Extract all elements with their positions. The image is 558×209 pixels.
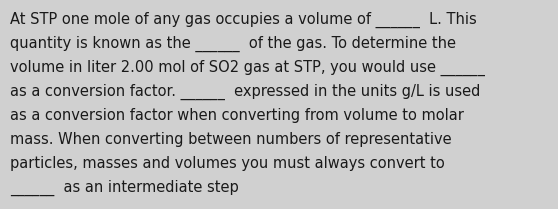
- Text: as a conversion factor when converting from volume to molar: as a conversion factor when converting f…: [10, 108, 464, 123]
- Text: volume in liter 2.00 mol of SO2 gas at STP, you would use ______: volume in liter 2.00 mol of SO2 gas at S…: [10, 60, 485, 76]
- Text: At STP one mole of any gas occupies a volume of ______  L. This: At STP one mole of any gas occupies a vo…: [10, 12, 477, 28]
- Text: quantity is known as the ______  of the gas. To determine the: quantity is known as the ______ of the g…: [10, 36, 456, 52]
- Text: ______  as an intermediate step: ______ as an intermediate step: [10, 180, 239, 196]
- Text: particles, masses and volumes you must always convert to: particles, masses and volumes you must a…: [10, 156, 445, 171]
- Text: mass. When converting between numbers of representative: mass. When converting between numbers of…: [10, 132, 451, 147]
- Text: as a conversion factor. ______  expressed in the units g/L is used: as a conversion factor. ______ expressed…: [10, 84, 480, 100]
